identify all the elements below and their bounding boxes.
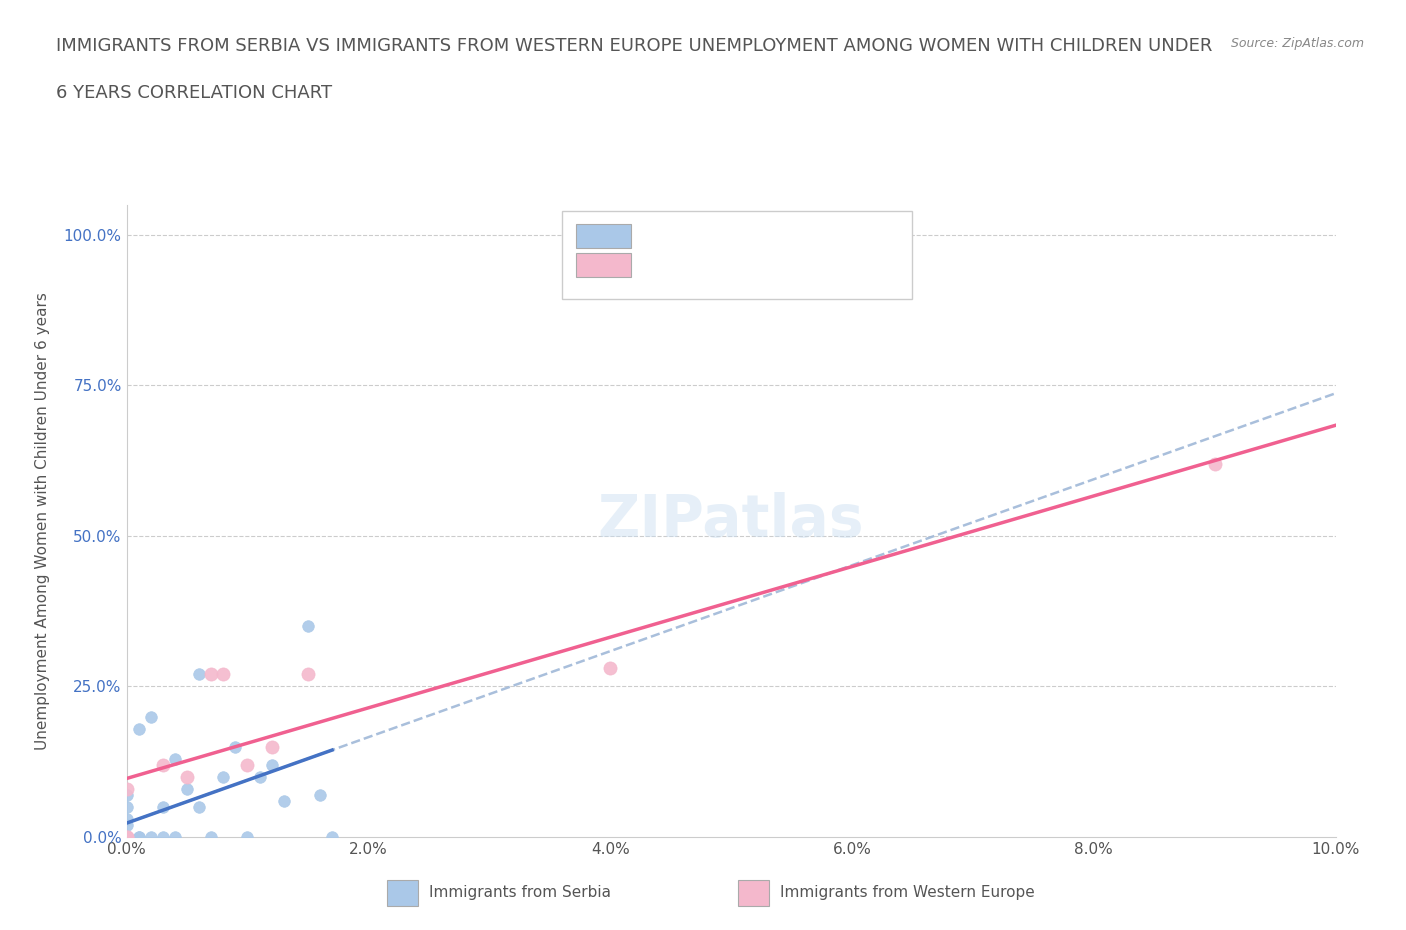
Point: [297, 618, 319, 633]
Text: 42: 42: [821, 216, 846, 233]
Point: [115, 830, 138, 844]
Point: [115, 830, 138, 844]
Point: [115, 830, 138, 844]
Point: [115, 830, 138, 844]
Point: [273, 793, 295, 808]
Point: [188, 667, 211, 682]
Point: [128, 830, 150, 844]
Text: 12: 12: [821, 246, 846, 264]
Point: [115, 812, 138, 827]
Point: [260, 757, 283, 772]
Point: [224, 739, 246, 754]
Point: [152, 800, 174, 815]
Text: IMMIGRANTS FROM SERBIA VS IMMIGRANTS FROM WESTERN EUROPE UNEMPLOYMENT AMONG WOME: IMMIGRANTS FROM SERBIA VS IMMIGRANTS FRO…: [56, 37, 1212, 55]
Point: [115, 830, 138, 844]
Point: [297, 667, 319, 682]
Text: 6 YEARS CORRELATION CHART: 6 YEARS CORRELATION CHART: [56, 84, 332, 101]
Point: [260, 739, 283, 754]
FancyBboxPatch shape: [576, 223, 631, 247]
FancyBboxPatch shape: [562, 211, 912, 299]
Text: N =: N =: [759, 216, 810, 233]
Point: [128, 721, 150, 736]
Point: [115, 830, 138, 844]
Point: [115, 830, 138, 844]
Point: [163, 751, 186, 766]
Text: Source: ZipAtlas.com: Source: ZipAtlas.com: [1230, 37, 1364, 50]
Point: [1204, 456, 1226, 471]
Y-axis label: Unemployment Among Women with Children Under 6 years: Unemployment Among Women with Children U…: [35, 292, 49, 750]
Text: Immigrants from Serbia: Immigrants from Serbia: [429, 885, 610, 900]
Point: [152, 757, 174, 772]
Point: [115, 830, 138, 844]
Point: [115, 830, 138, 844]
Point: [115, 830, 138, 844]
Point: [115, 830, 138, 844]
Text: Immigrants from Western Europe: Immigrants from Western Europe: [780, 885, 1035, 900]
Point: [200, 830, 222, 844]
Point: [212, 667, 235, 682]
Point: [115, 830, 138, 844]
Point: [115, 800, 138, 815]
Point: [139, 830, 162, 844]
Point: [236, 830, 259, 844]
Point: [115, 830, 138, 844]
Point: [115, 817, 138, 832]
Point: [115, 830, 138, 844]
Text: ZIPatlas: ZIPatlas: [598, 492, 865, 550]
Point: [139, 709, 162, 724]
Point: [599, 661, 621, 676]
Point: [321, 830, 343, 844]
Point: [115, 781, 138, 796]
Text: 0.771: 0.771: [700, 246, 758, 264]
Point: [128, 830, 150, 844]
Point: [163, 830, 186, 844]
Point: [176, 769, 198, 784]
Point: [188, 800, 211, 815]
Text: N =: N =: [759, 246, 810, 264]
Text: R =: R =: [650, 246, 688, 264]
Point: [115, 830, 138, 844]
Point: [200, 667, 222, 682]
FancyBboxPatch shape: [576, 253, 631, 277]
Point: [309, 788, 332, 803]
Text: 0.431: 0.431: [700, 216, 758, 233]
Text: R =: R =: [650, 216, 688, 233]
Point: [115, 830, 138, 844]
Point: [115, 788, 138, 803]
Point: [212, 769, 235, 784]
Point: [176, 781, 198, 796]
Point: [236, 757, 259, 772]
Point: [249, 769, 271, 784]
Point: [115, 830, 138, 844]
Point: [152, 830, 174, 844]
Point: [115, 830, 138, 844]
